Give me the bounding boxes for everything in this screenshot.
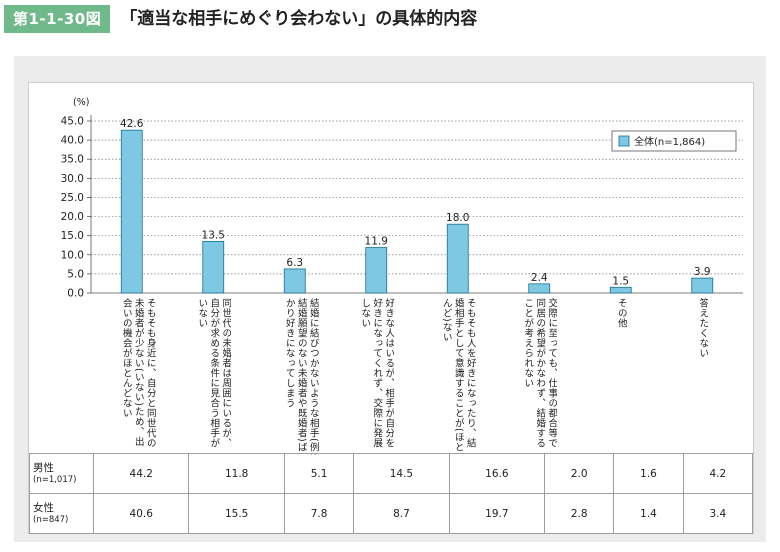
table-cell: 44.2	[92, 453, 190, 494]
y-tick-label: 30.0	[61, 173, 84, 185]
data-label: 13.5	[202, 229, 225, 241]
table-cell: 19.7	[448, 493, 546, 534]
category-label: 交際に至っても、仕事の都合等で同居の希望がかなわず、結婚することが考えられない	[522, 298, 558, 448]
category-label: そもそも人を好きになったり、結婚相手として意識することが(ほとんど)ない	[440, 298, 476, 453]
data-label: 1.5	[612, 275, 629, 287]
category-label: 好きな人はいるが、相手が自分を好きになってくれず、交際に発展しない	[359, 298, 395, 448]
bar	[202, 240, 225, 294]
bar	[446, 223, 469, 294]
bar	[365, 247, 388, 294]
table-cell: 4.2	[682, 453, 754, 494]
y-tick-label: 20.0	[61, 211, 84, 223]
breakdown-table: 男性 (n=1,017) 44.2 11.8 5.1 14.5 16.6 2.0 1.6 4.2 女…	[29, 453, 754, 534]
y-axis-label: (%)	[73, 97, 89, 108]
table-cell: 8.7	[353, 493, 450, 534]
y-tick-label: 15.0	[61, 230, 84, 242]
table-row: 女性 (n=847) 40.6 15.5 7.8 8.7 19.7 2.8 1.4 3.4	[29, 493, 754, 534]
legend-swatch	[618, 135, 630, 147]
row-sample-size: (n=847)	[33, 514, 69, 525]
chart-area: (%) 0.0 5.0 10.0 15.0 20.0 25.0 30.0 35.0 40.0 45.…	[28, 82, 754, 534]
data-label: 42.6	[120, 118, 144, 130]
table-cell: 15.5	[188, 493, 285, 534]
category-label: 答えたくない	[697, 298, 709, 358]
row-sample-size: (n=1,017)	[33, 474, 77, 485]
y-tick-label: 45.0	[61, 116, 84, 128]
row-label: 女性	[33, 501, 54, 514]
table-cell: 3.4	[682, 493, 754, 534]
legend-label: 全体(n=1,864)	[634, 135, 705, 148]
bar	[283, 268, 306, 294]
y-tick-label: 10.0	[61, 249, 84, 261]
table-cell: 7.8	[283, 493, 355, 534]
table-cell: 2.8	[544, 493, 615, 534]
table-cell: 2.0	[544, 453, 615, 494]
data-label: 6.3	[286, 257, 303, 269]
table-cell: 11.8	[188, 453, 285, 494]
category-label: そもそも身近に、自分と同世代の未婚者が少ない(いない)ため、出会いの機会がほとん…	[120, 298, 156, 448]
category-label: 結婚に結びつかないような相手(例:結婚願望のない未婚者や既婚者)ばかり好きになっ…	[283, 298, 319, 456]
table-cell: 14.5	[353, 453, 450, 494]
y-tick-label: 40.0	[61, 135, 84, 147]
data-label: 11.9	[365, 236, 388, 248]
data-label: 18.0	[446, 212, 469, 224]
category-label: 同世代の未婚者は周囲にいるが、自分が求める条件に見合う相手がいない	[196, 298, 232, 448]
table-cell: 1.6	[613, 453, 684, 494]
table-cell: 1.4	[613, 493, 684, 534]
row-label: 男性	[33, 461, 54, 474]
figure-number: 第1-1-30図	[4, 5, 111, 33]
y-tick-label: 25.0	[61, 192, 84, 204]
chart-panel: (%) 0.0 5.0 10.0 15.0 20.0 25.0 30.0 35.0 40.0 45.…	[14, 56, 766, 542]
row-header: 男性 (n=1,017)	[29, 453, 94, 494]
table-cell: 5.1	[283, 453, 355, 494]
data-label: 2.4	[531, 272, 548, 284]
row-header: 女性 (n=847)	[29, 493, 94, 534]
y-tick-label: 5.0	[67, 268, 84, 280]
bar	[120, 129, 143, 294]
bar-chart: (%) 0.0 5.0 10.0 15.0 20.0 25.0 30.0 35.0 40.0 45.…	[61, 97, 743, 300]
figure-header: 第1-1-30図 「適当な相手にめぐり会わない」の具体的内容	[4, 4, 774, 34]
data-label: 3.9	[694, 266, 711, 278]
table-cell: 16.6	[448, 453, 546, 494]
category-label: その他	[615, 298, 627, 328]
bar	[528, 283, 551, 294]
table-row: 男性 (n=1,017) 44.2 11.8 5.1 14.5 16.6 2.0 1.6 4.2	[29, 453, 754, 494]
bar	[609, 286, 632, 294]
y-tick-label: 0.0	[67, 288, 84, 300]
table-cell: 40.6	[92, 493, 190, 534]
y-tick-label: 35.0	[61, 154, 84, 166]
legend-box	[611, 130, 737, 152]
bar	[691, 277, 714, 294]
figure-title: 「適当な相手にめぐり会わない」の具体的内容	[120, 9, 478, 29]
